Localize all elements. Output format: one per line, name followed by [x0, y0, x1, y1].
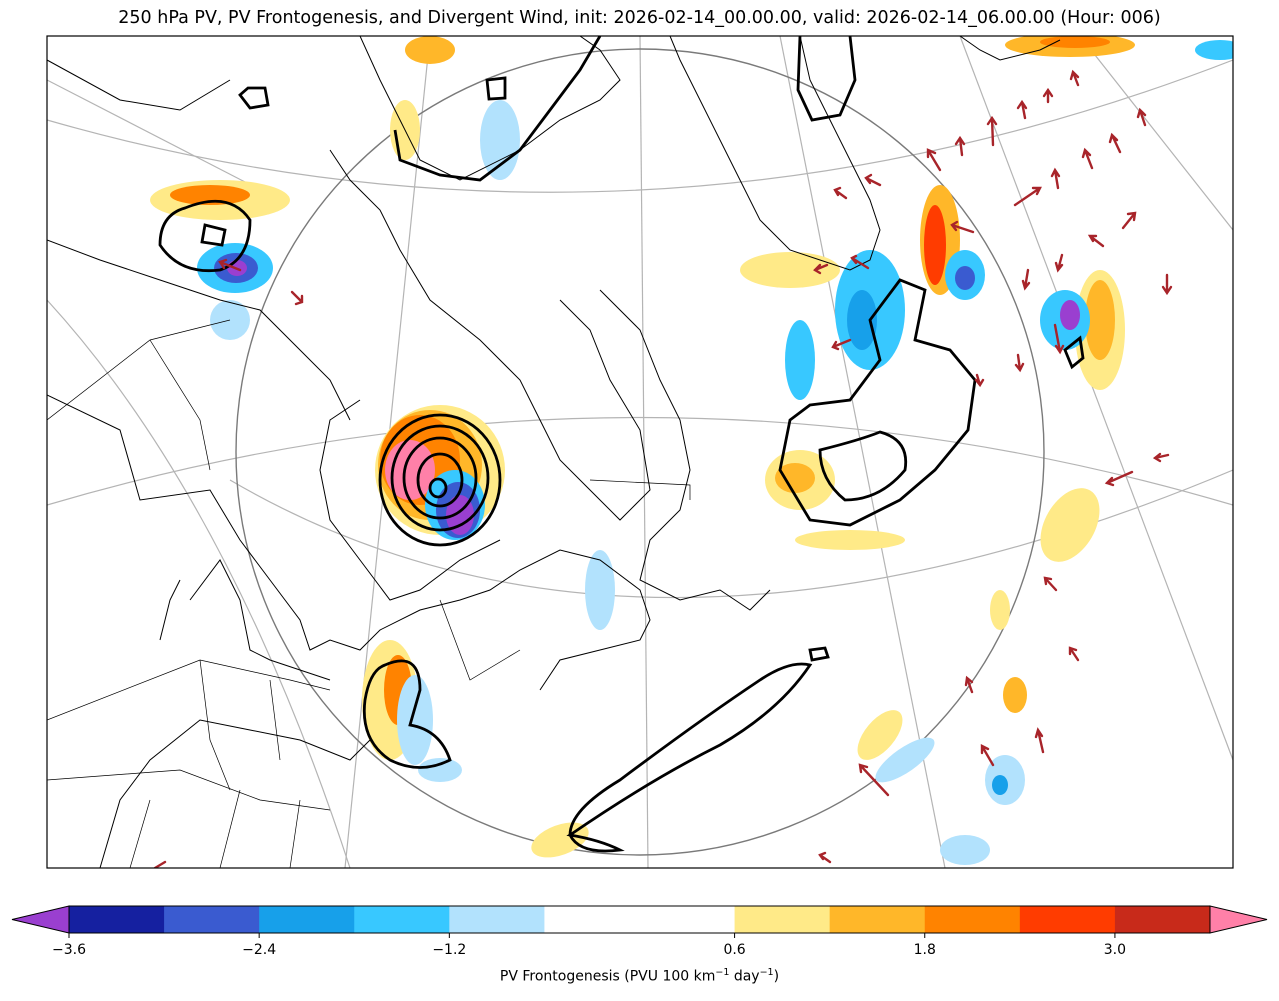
frontogenesis-fill	[150, 36, 1233, 865]
colorbar-segment	[544, 906, 736, 933]
colorbar-segment	[354, 906, 450, 933]
coastlines	[47, 36, 1061, 868]
colorbar-segment	[259, 906, 355, 933]
colorbar-segment	[829, 906, 926, 933]
colorbar-segment	[734, 906, 831, 933]
chart-title: 250 hPa PV, PV Frontogenesis, and Diverg…	[118, 8, 1161, 28]
map-frame	[46, 35, 1234, 869]
colorbar-segment	[1019, 906, 1116, 933]
colorbar-tick-label: 0.6	[723, 942, 746, 958]
divergent-wind-arrows	[153, 69, 1173, 868]
colorbar-label: PV Frontogenesis (PVU 100 km−1 day−1)	[499, 967, 780, 985]
reference-circle	[235, 48, 1045, 856]
colorbar-segment	[1114, 906, 1211, 933]
colorbar-frame	[68, 905, 1211, 934]
state-borders	[47, 319, 691, 868]
colorbar-segment	[449, 906, 545, 933]
colorbar-segment	[164, 906, 260, 933]
colorbar-tick-label: 1.8	[913, 942, 936, 958]
colorbar-tick-label: −2.4	[242, 942, 277, 958]
pv-contours	[158, 36, 1085, 853]
colorbar-over-triangle	[1209, 905, 1268, 934]
colorbar-tick-label: −3.6	[52, 942, 86, 958]
colorbar	[11, 905, 1268, 938]
colorbar-under-triangle	[11, 905, 70, 934]
colorbar-tick-label: −1.2	[432, 942, 467, 958]
colorbar-tick-label: 3.0	[1103, 942, 1127, 958]
colorbar-segment	[69, 906, 165, 933]
colorbar-segment	[924, 906, 1021, 933]
graticule	[47, 36, 1233, 868]
